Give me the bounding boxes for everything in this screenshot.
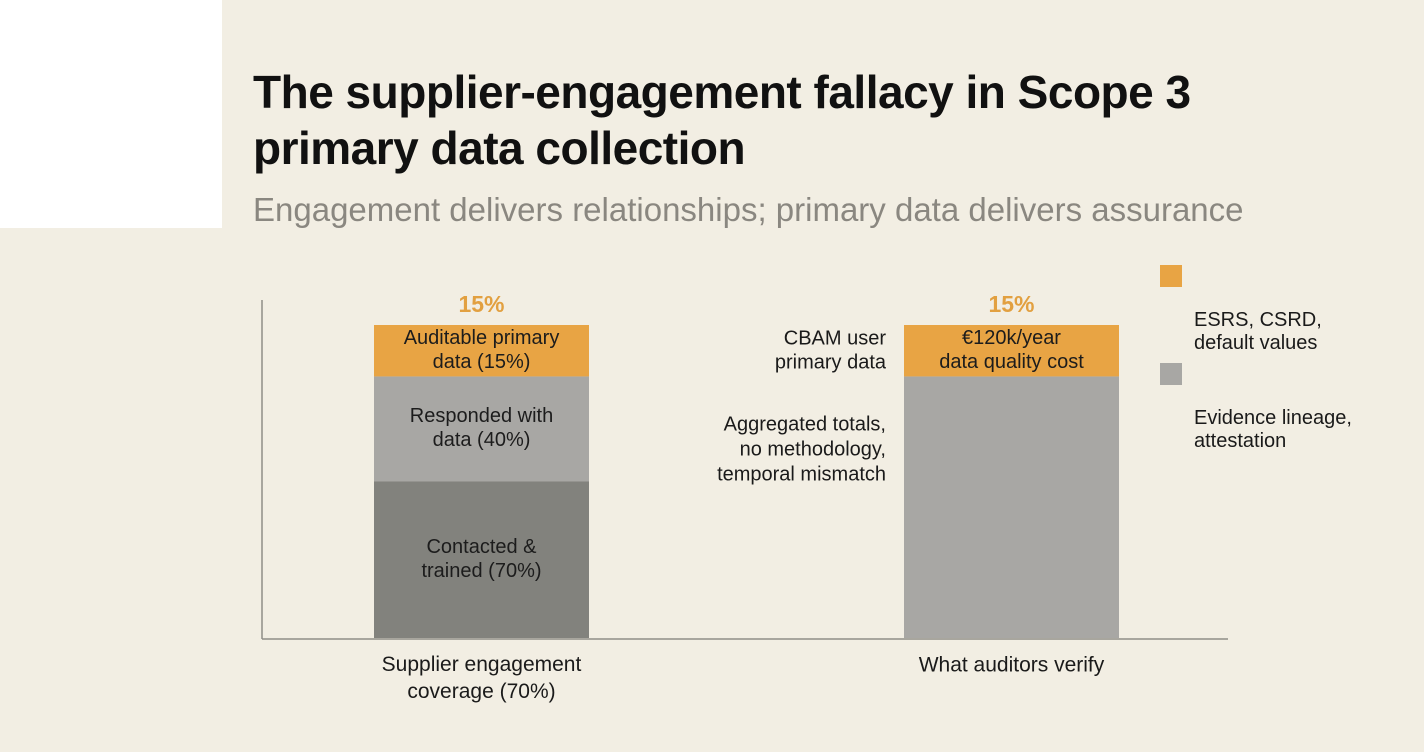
annotation-aggregated: Aggregated totals, no methodology, tempora…	[717, 413, 886, 485]
bar-1-segment-3-label: Auditable primary data (15%)	[404, 327, 560, 373]
legend-item-esrs: ESRS, CSRD, default values	[1160, 263, 1400, 355]
legend: ESRS, CSRD, default values Evidence line…	[1160, 263, 1400, 459]
legend-label-evidence: Evidence lineage, attestation	[1194, 407, 1352, 452]
legend-swatch-orange	[1160, 265, 1182, 287]
bar-2-segment-2-label: €120k/year data quality cost	[939, 327, 1084, 373]
category-label-2: What auditors verify	[919, 654, 1105, 677]
bar-2-segment-1	[904, 376, 1119, 638]
bar-1-segment-3	[374, 325, 589, 377]
bar-1-top-label: 15%	[458, 291, 504, 317]
bar-1-segment-2-label: Responded with data (40%)	[410, 405, 553, 451]
bar-1-segment-1	[374, 481, 589, 638]
bar-2-segment-2	[904, 325, 1119, 377]
chart-title: The supplier-engagement fallacy in Scope…	[253, 66, 1191, 174]
bar-1-segment-2	[374, 376, 589, 482]
annotation-cbam: CBAM user primary data	[775, 327, 887, 373]
legend-label-esrs: ESRS, CSRD, default values	[1194, 309, 1322, 354]
chart-subtitle: Engagement delivers relationships; prima…	[253, 191, 1244, 228]
category-label-1: Supplier engagement coverage (70%)	[382, 653, 582, 703]
bar-1-segment-1-label: Contacted & trained (70%)	[421, 536, 541, 582]
legend-swatch-gray	[1160, 363, 1182, 385]
bar-2-top-label: 15%	[988, 291, 1034, 317]
legend-item-evidence: Evidence lineage, attestation	[1160, 361, 1400, 453]
white-overlay-block	[0, 0, 222, 228]
